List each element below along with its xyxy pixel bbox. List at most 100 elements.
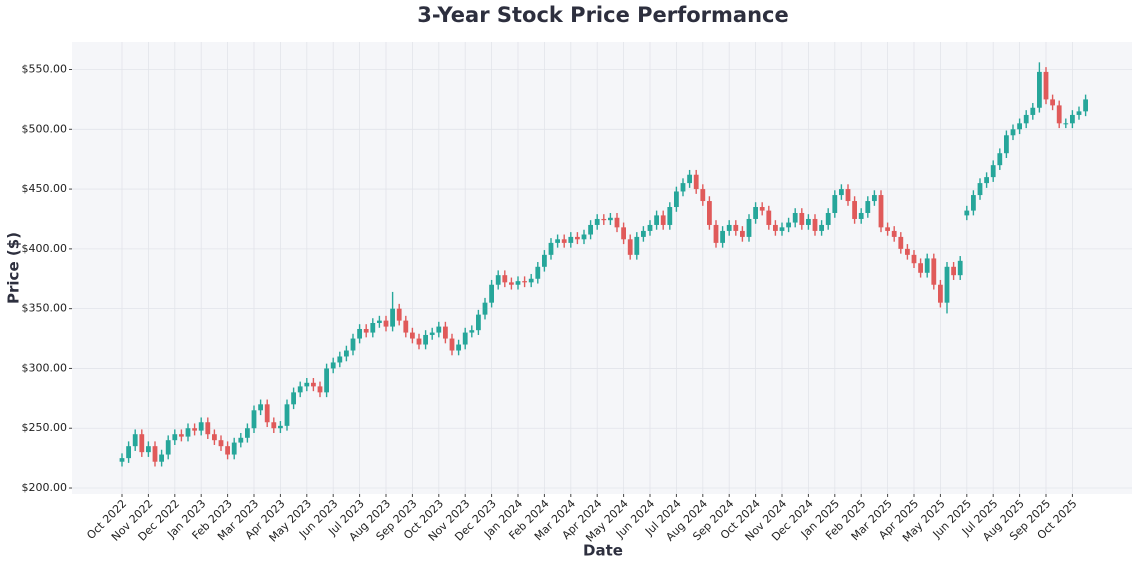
candle-body bbox=[964, 210, 970, 216]
candle-body bbox=[337, 356, 343, 363]
candle-body bbox=[515, 281, 521, 285]
y-tick-label: $550.00 bbox=[22, 63, 68, 76]
candle-body bbox=[608, 217, 613, 221]
candle-body bbox=[667, 207, 673, 225]
candle-body bbox=[773, 224, 778, 231]
candle-body bbox=[390, 308, 395, 327]
candle-body bbox=[990, 165, 996, 178]
candle-body bbox=[647, 224, 653, 231]
candle-body bbox=[924, 258, 930, 273]
candle-body bbox=[132, 434, 138, 447]
candle-body bbox=[720, 230, 725, 243]
x-axis-label: Date bbox=[583, 542, 623, 560]
candle-body bbox=[231, 442, 237, 455]
candle-body bbox=[707, 201, 712, 225]
candle-body bbox=[429, 332, 435, 335]
candle-body bbox=[885, 227, 890, 231]
candle-body bbox=[139, 434, 145, 453]
candle-body bbox=[878, 195, 884, 228]
y-tick-label: $200.00 bbox=[22, 481, 68, 494]
candle-body bbox=[865, 201, 871, 213]
candles bbox=[119, 62, 1088, 467]
candle-body bbox=[601, 218, 607, 221]
candle-body bbox=[568, 236, 574, 243]
candle-body bbox=[245, 428, 250, 438]
candle-body bbox=[806, 218, 811, 225]
y-tick-label: $400.00 bbox=[22, 242, 68, 255]
candle-body bbox=[205, 422, 211, 435]
candle-body bbox=[192, 428, 197, 431]
candle-body bbox=[146, 446, 151, 453]
candle-body bbox=[588, 224, 593, 235]
candle-body bbox=[918, 263, 923, 273]
y-tick-label: $350.00 bbox=[22, 302, 68, 315]
candle-body bbox=[581, 234, 587, 240]
candle-body bbox=[944, 266, 950, 303]
candle-body bbox=[627, 239, 633, 255]
candle-body bbox=[779, 227, 785, 231]
candle-body bbox=[819, 224, 824, 231]
candle-body bbox=[152, 446, 158, 462]
candle-body bbox=[938, 284, 943, 303]
candle-body bbox=[1030, 107, 1036, 115]
candle-body bbox=[759, 207, 765, 211]
candle-body bbox=[680, 183, 686, 192]
candle-body bbox=[443, 326, 448, 339]
plot-area bbox=[72, 42, 1132, 494]
candle-body bbox=[674, 191, 679, 208]
candle-body bbox=[852, 201, 857, 219]
candle-body bbox=[832, 195, 838, 213]
candle-body bbox=[971, 195, 976, 211]
candle-body bbox=[1010, 129, 1016, 136]
candle-body bbox=[264, 404, 270, 423]
candle-body bbox=[449, 338, 455, 351]
candle-body bbox=[370, 323, 376, 333]
candle-body bbox=[825, 212, 831, 225]
candle-body bbox=[396, 308, 402, 321]
candle-body bbox=[278, 425, 283, 429]
candle-body bbox=[740, 230, 745, 237]
candle-body bbox=[1083, 99, 1088, 112]
candle-body bbox=[416, 338, 422, 345]
candle-body bbox=[858, 212, 864, 219]
candle-body bbox=[845, 189, 851, 202]
candle-body bbox=[271, 422, 277, 429]
candle-body bbox=[1017, 123, 1022, 130]
candle-body bbox=[495, 275, 501, 285]
candle-body bbox=[172, 434, 178, 441]
candle-body bbox=[634, 236, 640, 255]
candle-body bbox=[957, 260, 963, 276]
candle-body bbox=[469, 330, 475, 333]
candle-body bbox=[198, 422, 204, 431]
candle-body bbox=[1004, 135, 1009, 154]
candle-body bbox=[700, 189, 706, 202]
candle-body bbox=[423, 334, 428, 345]
candle-body bbox=[489, 284, 494, 303]
candle-body bbox=[462, 332, 468, 345]
candle-body bbox=[502, 275, 508, 283]
candle-body bbox=[1070, 114, 1075, 124]
candle-body bbox=[548, 242, 554, 255]
candle-body bbox=[786, 222, 791, 228]
candle-body bbox=[1076, 111, 1082, 115]
candle-body bbox=[528, 278, 534, 283]
candle-body bbox=[812, 218, 818, 231]
candle-body bbox=[403, 320, 409, 333]
candle-body bbox=[621, 227, 626, 240]
y-tick-label: $500.00 bbox=[22, 122, 68, 135]
candle-body bbox=[522, 281, 527, 283]
candle-body bbox=[304, 382, 310, 387]
candle-body bbox=[872, 195, 877, 202]
candle-body bbox=[238, 437, 244, 443]
candle-body bbox=[476, 314, 481, 331]
candle-body bbox=[753, 207, 758, 219]
candle-body bbox=[614, 217, 620, 228]
chart-title: 3-Year Stock Price Performance bbox=[417, 3, 788, 27]
candle-body bbox=[766, 210, 772, 225]
candle-body bbox=[905, 248, 910, 255]
candle-body bbox=[535, 266, 541, 279]
candle-body bbox=[258, 404, 263, 411]
candle-body bbox=[799, 212, 805, 225]
candle-body bbox=[350, 338, 356, 351]
candle-body bbox=[594, 218, 600, 225]
